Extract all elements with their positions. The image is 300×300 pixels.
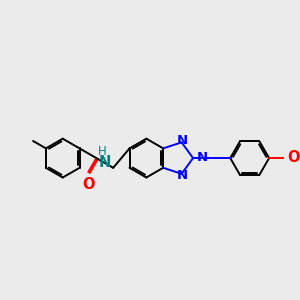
Text: N: N <box>99 155 111 170</box>
Text: N: N <box>177 134 188 147</box>
Text: N: N <box>197 151 208 164</box>
Text: H: H <box>98 145 107 158</box>
Text: O: O <box>82 177 94 192</box>
Text: N: N <box>177 169 188 182</box>
Text: O: O <box>287 150 300 165</box>
